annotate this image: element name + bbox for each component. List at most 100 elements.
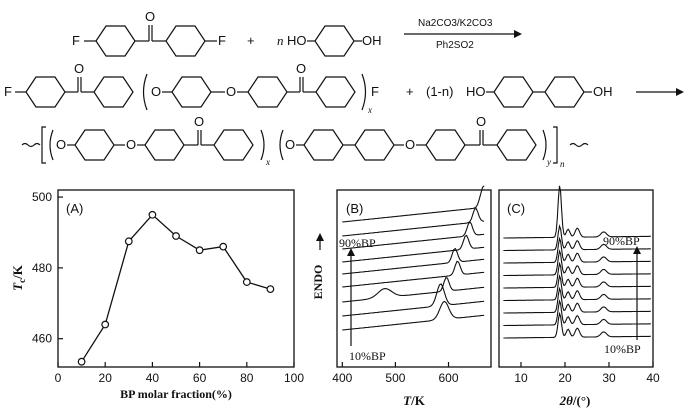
benzene-ring — [247, 76, 288, 108]
atom-o-ether: O — [285, 137, 295, 152]
benzene-ring — [493, 76, 534, 108]
benzene-ring — [354, 129, 395, 161]
benzene-ring — [314, 25, 355, 57]
data-point-a — [124, 237, 133, 246]
x-tick-label-a: 0 — [55, 371, 62, 385]
xrd-pattern — [503, 249, 651, 277]
atom-o-ether: O — [226, 84, 236, 99]
atom-f-left: F — [72, 33, 80, 48]
xrd-pattern — [503, 274, 651, 302]
subscript-x: x — [367, 105, 372, 115]
dsc-trace — [342, 276, 485, 303]
benzene-ring — [213, 129, 254, 161]
atom-o-carbonyl: O — [74, 61, 84, 76]
x-tick-label-c: 30 — [602, 371, 616, 385]
x-tick-label-a: 20 — [99, 371, 113, 385]
dsc-trace — [342, 207, 485, 237]
x-tick-label-b: 500 — [385, 371, 405, 385]
coefficient-one-minus-n: (1-n) — [426, 84, 453, 99]
data-point-a — [266, 285, 275, 294]
atom-o-carbonyl: O — [145, 9, 155, 24]
benzene-ring — [315, 76, 356, 108]
x-tick-label-a: 100 — [284, 371, 304, 385]
benzene-ring — [496, 129, 537, 161]
benzene-ring — [425, 129, 466, 161]
y-tick-label-a: 500 — [32, 190, 52, 204]
y-tick-label-a: 480 — [32, 261, 52, 275]
atom-ho: HO — [466, 84, 486, 99]
panel-label-c: (C) — [507, 201, 525, 216]
atom-o-ether: O — [405, 137, 415, 152]
data-point-a — [148, 210, 157, 219]
xrd-pattern — [503, 311, 651, 339]
trend-arrowhead-b — [347, 248, 355, 256]
atom-o-ether: O — [151, 84, 161, 99]
xrd-pattern — [503, 299, 651, 327]
bottom-label-b: 10%BP — [349, 349, 386, 363]
x-tick-label-a: 80 — [240, 371, 254, 385]
benzene-ring — [165, 25, 206, 57]
data-point-a — [101, 320, 110, 329]
benzene-ring — [95, 25, 136, 57]
plus-sign: + — [247, 33, 255, 48]
benzene-ring — [74, 129, 115, 161]
dsc-trace — [342, 300, 485, 331]
subscript-x: x — [265, 157, 270, 167]
atom-ho: HO — [287, 33, 307, 48]
atom-oh: OH — [362, 33, 382, 48]
x-axis-label-b: T/K — [403, 393, 426, 408]
chart-panel-c: (C) 10 20 30 40 90%BP 10%BP 2θ/(°) — [498, 185, 660, 408]
atom-oh: OH — [593, 84, 613, 99]
panel-label-b: (B) — [346, 201, 363, 216]
x-tick-label-b: 400 — [332, 371, 352, 385]
x-tick-label-b: 600 — [439, 371, 459, 385]
reaction-scheme: F O F + n HO OH Na2CO3/K2CO3 Ph2SO2 F O … — [4, 9, 684, 169]
benzene-ring — [544, 76, 585, 108]
benzene-ring — [171, 76, 212, 108]
xrd-pattern — [503, 224, 651, 252]
subscript-n: n — [560, 159, 565, 169]
chart-panel-b: (B) 400 500 600 90%BP 10%BP ENDO T/K — [311, 185, 492, 408]
data-point-a — [172, 232, 180, 240]
top-label-c: 90%BP — [603, 234, 640, 248]
data-point-a — [219, 242, 228, 251]
benzene-ring — [93, 76, 134, 108]
x-tick-label-c: 20 — [558, 371, 572, 385]
dsc-trace — [342, 185, 485, 223]
reagent-top: Na2CO3/K2CO3 — [418, 18, 493, 29]
trend-arrowhead-c — [633, 246, 641, 254]
atom-f-right: F — [218, 33, 226, 48]
data-point-a — [242, 278, 251, 286]
data-point-a — [195, 246, 204, 255]
panel-label-a: (A) — [66, 201, 83, 216]
plot-frame-c — [498, 189, 654, 368]
atom-o-carbonyl: O — [476, 114, 486, 129]
x-tick-label-c: 40 — [646, 371, 660, 385]
chart-panel-a: (A) 0 20 40 60 80 100 460 480 500 BP molar fract… — [10, 189, 304, 401]
endo-arrowhead — [316, 233, 324, 241]
xrd-pattern — [503, 236, 651, 264]
coefficient-n: n — [277, 33, 284, 48]
atom-f: F — [4, 84, 12, 99]
dsc-trace — [342, 220, 485, 250]
x-tick-label-a: 40 — [146, 371, 160, 385]
dsc-trace — [342, 260, 485, 288]
atom-f: F — [371, 84, 379, 99]
benzene-ring — [303, 129, 344, 161]
top-label-b: 90%BP — [339, 236, 376, 250]
bottom-label-c: 10%BP — [604, 342, 641, 356]
atom-o-carbonyl: O — [194, 114, 204, 129]
xrd-pattern — [503, 185, 651, 239]
plot-frame-b — [336, 189, 492, 368]
plot-frame-a — [57, 189, 295, 368]
xrd-pattern — [503, 286, 651, 314]
xrd-pattern — [503, 261, 651, 289]
subscript-y: y — [546, 157, 551, 167]
x-tick-label-c: 10 — [514, 371, 528, 385]
dsc-trace — [342, 247, 485, 275]
plus-sign: + — [406, 84, 414, 99]
benzene-ring — [25, 76, 66, 108]
dsc-trace — [342, 234, 485, 263]
y-tick-label-a: 460 — [32, 332, 52, 346]
